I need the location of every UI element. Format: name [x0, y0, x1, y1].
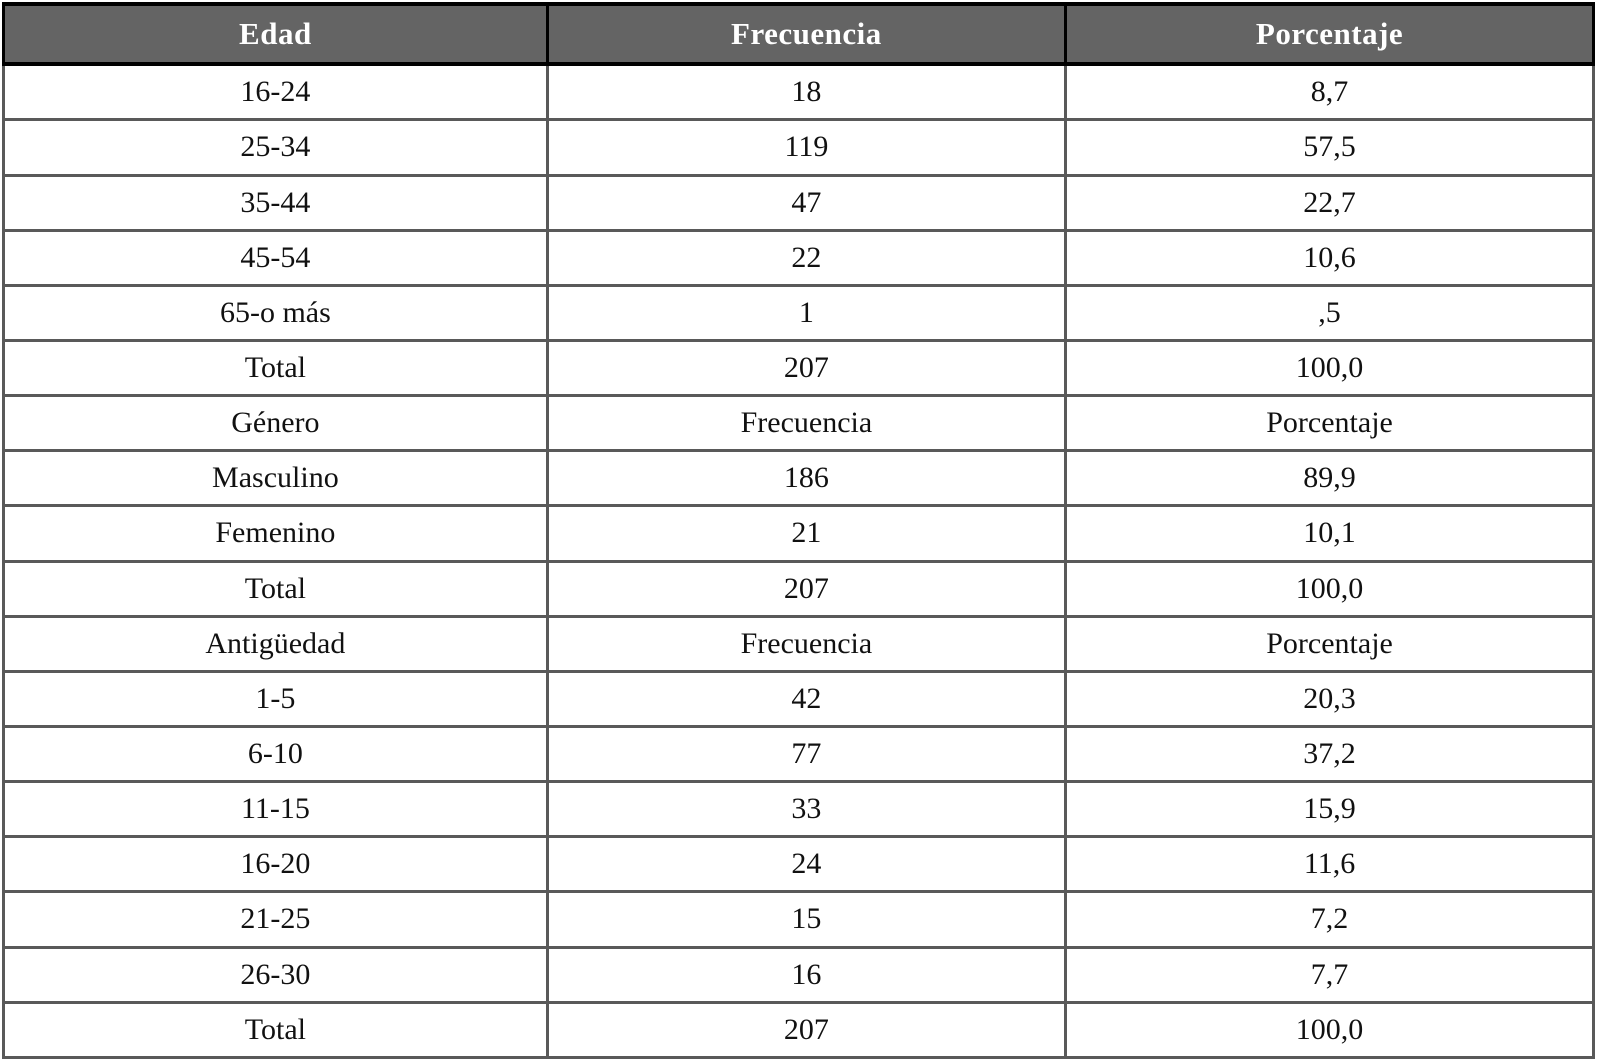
table-row: 25-34 119 57,5 [2, 118, 1595, 177]
cell-label: 26-30 [2, 945, 549, 1004]
cell-porcentaje: 11,6 [1064, 835, 1595, 894]
cell-label: 11-15 [2, 780, 549, 839]
cell-porcentaje: 8,7 [1064, 62, 1595, 122]
cell-frecuencia: 207 [545, 338, 1068, 398]
cell-label: 21-25 [2, 890, 549, 949]
total-row: Total 207 100,0 [2, 1000, 1595, 1060]
cell-label: 35-44 [2, 173, 549, 232]
cell-label: 16-20 [2, 835, 549, 894]
cell-frecuencia: 207 [545, 559, 1068, 618]
cell-label: Total [2, 338, 549, 398]
total-row: Total 207 100,0 [2, 338, 1595, 398]
cell-frecuencia: 16 [545, 945, 1068, 1004]
table-body: 16-24 18 8,7 25-34 119 57,5 35-44 47 22,7 45-54 22… [2, 62, 1595, 1060]
table-row: Femenino 21 10,1 [2, 504, 1595, 563]
cell-label: 25-34 [2, 118, 549, 177]
cell-porcentaje: 100,0 [1064, 338, 1595, 398]
table-row: 6-10 77 37,2 [2, 724, 1595, 784]
table-row: 45-54 22 10,6 [2, 228, 1595, 287]
cell-porcentaje: 22,7 [1064, 173, 1595, 232]
cell-label: 16-24 [2, 62, 549, 122]
cell-label: Antigüedad [2, 614, 549, 673]
cell-porcentaje: 10,1 [1064, 504, 1595, 563]
cell-frecuencia: 1 [545, 283, 1068, 342]
total-row: Total 207 100,0 [2, 559, 1595, 618]
table-row: 26-30 16 7,7 [2, 945, 1595, 1004]
cell-porcentaje: Porcentaje [1064, 394, 1595, 453]
cell-frecuencia: 119 [545, 118, 1068, 177]
cell-porcentaje: 37,2 [1064, 724, 1595, 784]
cell-porcentaje: 7,2 [1064, 890, 1595, 949]
cell-label: Género [2, 394, 549, 453]
table-row: 21-25 15 7,2 [2, 890, 1595, 949]
cell-frecuencia: 207 [545, 1000, 1068, 1060]
column-header-frecuencia: Frecuencia [545, 2, 1068, 66]
cell-frecuencia: 15 [545, 890, 1068, 949]
cell-frecuencia: 77 [545, 724, 1068, 784]
table-row: Masculino 186 89,9 [2, 449, 1595, 508]
table-row: 16-24 18 8,7 [2, 62, 1595, 122]
cell-frecuencia: Frecuencia [545, 614, 1068, 673]
cell-label: Masculino [2, 449, 549, 508]
cell-porcentaje: 100,0 [1064, 559, 1595, 618]
table-row: 65-o más 1,5 [2, 283, 1595, 342]
table-row: 16-20 24 11,6 [2, 835, 1595, 894]
column-header-porcentaje: Porcentaje [1064, 2, 1595, 66]
cell-frecuencia: 47 [545, 173, 1068, 232]
cell-porcentaje: 7,7 [1064, 945, 1595, 1004]
section-header-row: Antigüedad Frecuencia Porcentaje [2, 614, 1595, 673]
table-row: 11-15 33 15,9 [2, 780, 1595, 839]
cell-frecuencia: Frecuencia [545, 394, 1068, 453]
cell-porcentaje: ,5 [1064, 283, 1595, 342]
table-row: 35-44 47 22,7 [2, 173, 1595, 232]
cell-frecuencia: 42 [545, 669, 1068, 728]
cell-porcentaje: 15,9 [1064, 780, 1595, 839]
cell-frecuencia: 21 [545, 504, 1068, 563]
cell-label: 65-o más [2, 283, 549, 342]
cell-label: 45-54 [2, 228, 549, 287]
cell-porcentaje: Porcentaje [1064, 614, 1595, 673]
column-header-edad: Edad [2, 2, 549, 66]
cell-frecuencia: 18 [545, 62, 1068, 122]
cell-frecuencia: 24 [545, 835, 1068, 894]
cell-label: Total [2, 559, 549, 618]
cell-label: Total [2, 1000, 549, 1060]
header-row: Edad Frecuencia Porcentaje [2, 2, 1595, 66]
cell-frecuencia: 22 [545, 228, 1068, 287]
cell-porcentaje: 100,0 [1064, 1000, 1595, 1060]
cell-porcentaje: 57,5 [1064, 118, 1595, 177]
cell-label: Femenino [2, 504, 549, 563]
cell-label: 6-10 [2, 724, 549, 784]
cell-label: 1-5 [2, 669, 549, 728]
section-header-row: Género Frecuencia Porcentaje [2, 394, 1595, 453]
cell-porcentaje: 89,9 [1064, 449, 1595, 508]
table-row: 1-5 42 20,3 [2, 669, 1595, 728]
cell-frecuencia: 186 [545, 449, 1068, 508]
cell-frecuencia: 33 [545, 780, 1068, 839]
cell-porcentaje: 10,6 [1064, 228, 1595, 287]
cell-porcentaje: 20,3 [1064, 669, 1595, 728]
